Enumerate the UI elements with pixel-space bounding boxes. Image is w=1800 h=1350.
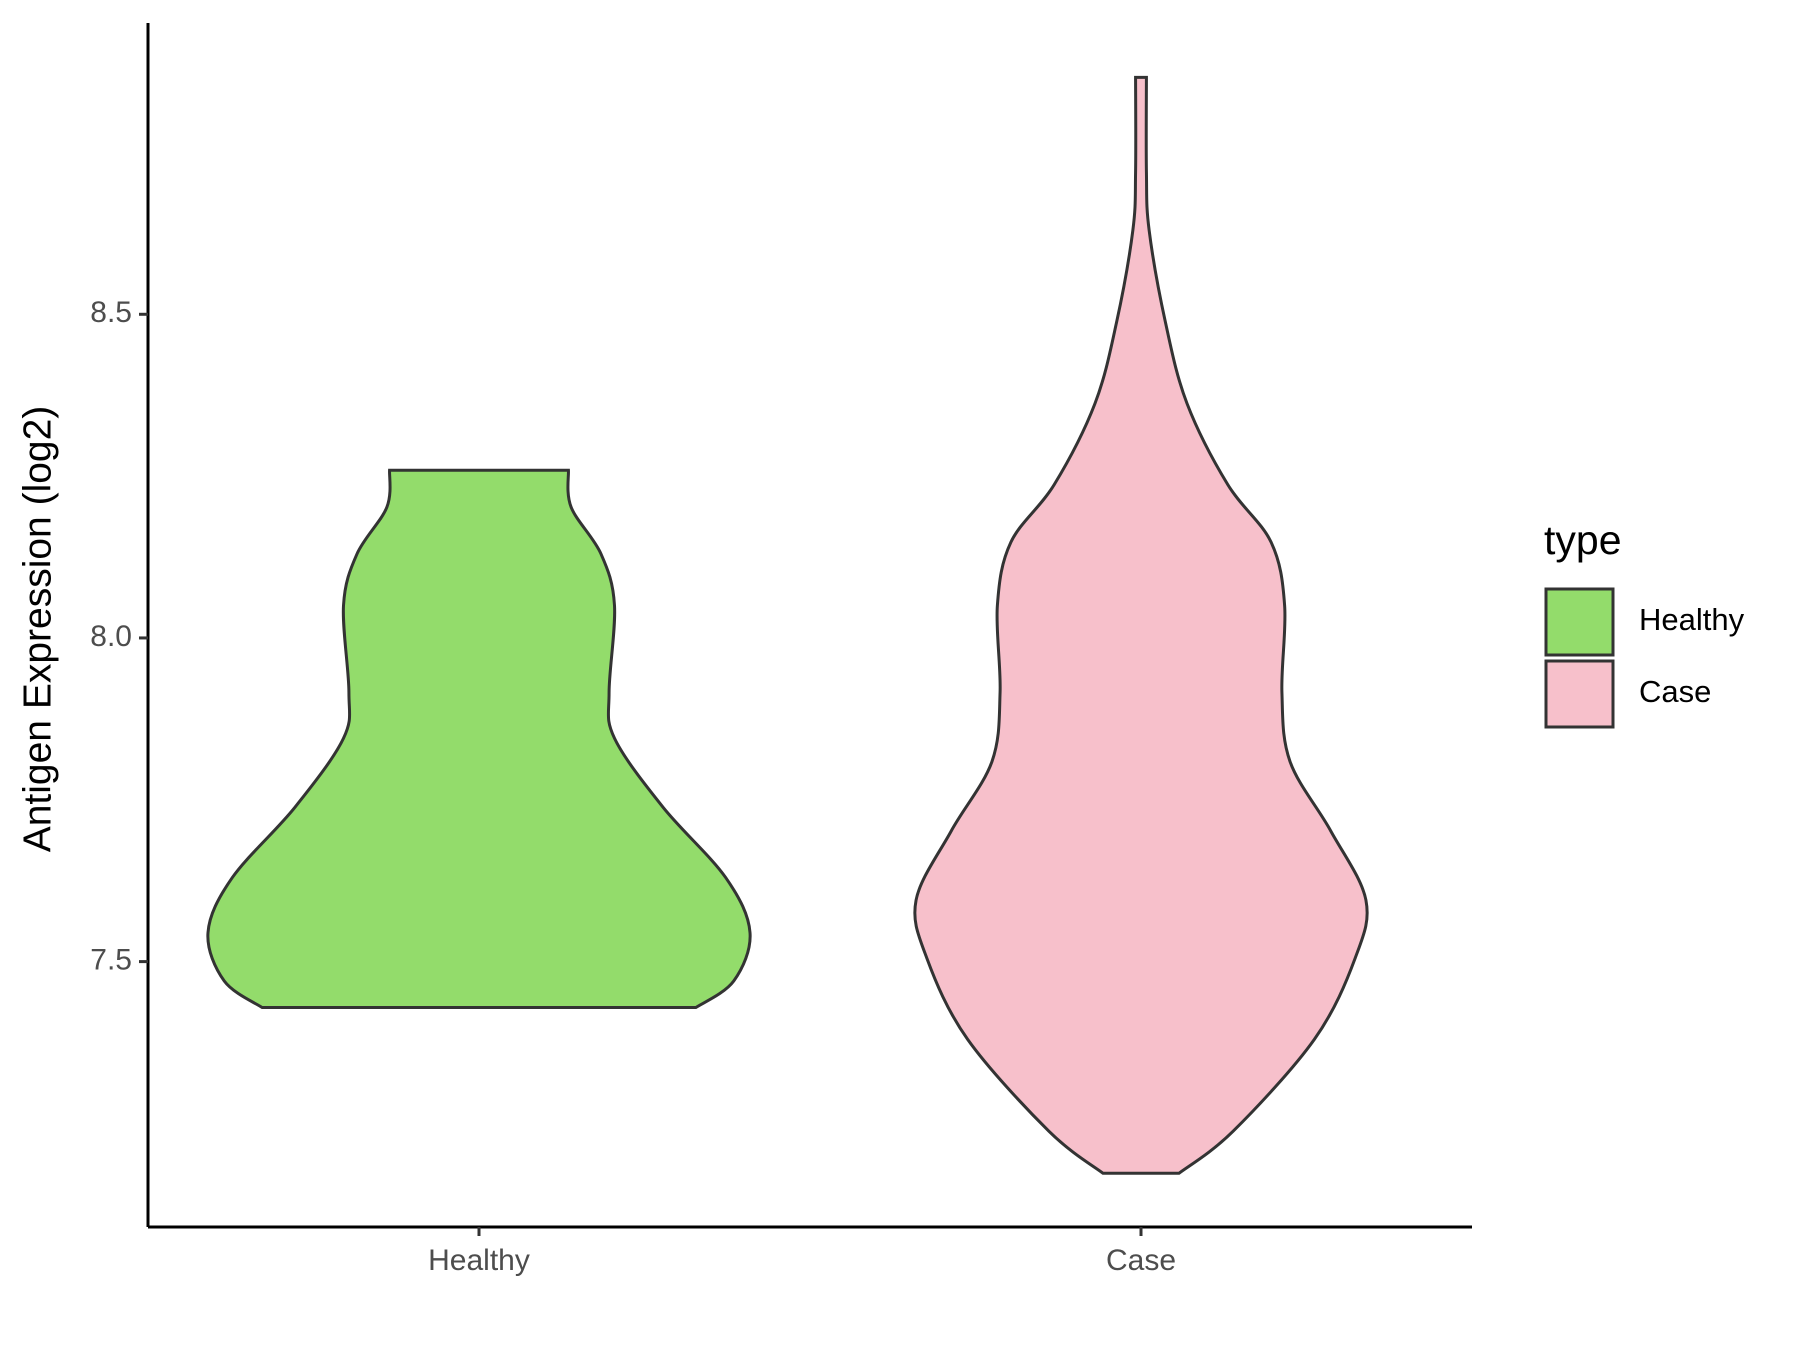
y-tick-label: 7.5: [90, 944, 132, 977]
legend-label: Case: [1639, 674, 1711, 709]
legend-label: Healthy: [1639, 602, 1745, 637]
legend-swatch: [1544, 659, 1615, 729]
x-tick-label: Healthy: [428, 1244, 530, 1277]
legend-title: type: [1544, 517, 1622, 563]
y-tick-label: 8.5: [90, 296, 132, 329]
y-tick-label: 8.0: [90, 620, 132, 653]
violin: [913, 75, 1369, 1175]
legend-swatch: [1544, 587, 1615, 657]
x-tick-label: Case: [1106, 1244, 1176, 1277]
y-axis-title: Antigen Expression (log2): [16, 406, 59, 853]
violin: [206, 468, 752, 1010]
